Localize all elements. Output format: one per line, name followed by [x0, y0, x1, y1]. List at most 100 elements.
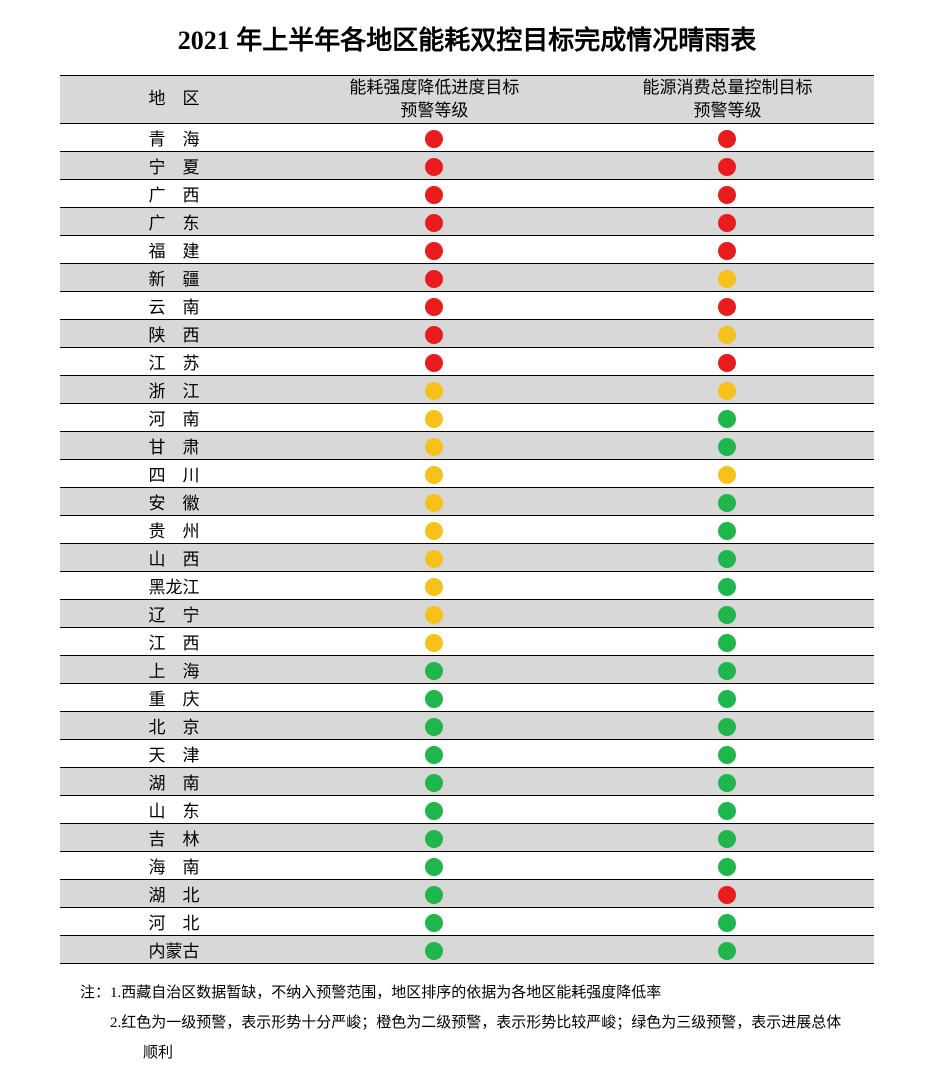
table-row: 河 南: [60, 404, 874, 432]
table-row: 甘 肃: [60, 432, 874, 460]
region-cell: 宁 夏: [60, 152, 288, 180]
intensity-cell: [288, 236, 581, 264]
table-row: 重 庆: [60, 684, 874, 712]
region-cell: 云 南: [60, 292, 288, 320]
status-dot-icon: [425, 774, 443, 792]
intensity-cell: [288, 180, 581, 208]
notes: 注：1.西藏自治区数据暂缺，不纳入预警范围，地区排序的依据为各地区能耗强度降低率…: [60, 978, 874, 1068]
status-dot-icon: [718, 802, 736, 820]
table-row: 河 北: [60, 908, 874, 936]
total-cell: [581, 628, 874, 656]
page-title: 2021 年上半年各地区能耗双控目标完成情况晴雨表: [60, 20, 874, 57]
table-row: 山 东: [60, 796, 874, 824]
status-dot-icon: [718, 550, 736, 568]
note-prefix: 注：: [80, 985, 110, 1001]
table-row: 贵 州: [60, 516, 874, 544]
status-dot-icon: [425, 242, 443, 260]
table-row: 新 疆: [60, 264, 874, 292]
status-dot-icon: [718, 270, 736, 288]
table-row: 安 徽: [60, 488, 874, 516]
region-cell: 广 东: [60, 208, 288, 236]
region-cell: 浙 江: [60, 376, 288, 404]
note-line-2: 2.红色为一级预警，表示形势十分严峻；橙色为二级预警，表示形势比较严峻；绿色为三…: [80, 1008, 854, 1068]
total-cell: [581, 292, 874, 320]
total-cell: [581, 824, 874, 852]
intensity-cell: [288, 292, 581, 320]
region-cell: 江 西: [60, 628, 288, 656]
total-cell: [581, 572, 874, 600]
region-cell: 福 建: [60, 236, 288, 264]
region-cell: 安 徽: [60, 488, 288, 516]
status-dot-icon: [425, 914, 443, 932]
region-cell: 黑龙江: [60, 572, 288, 600]
status-dot-icon: [718, 634, 736, 652]
total-cell: [581, 656, 874, 684]
table-row: 广 西: [60, 180, 874, 208]
intensity-cell: [288, 152, 581, 180]
total-cell: [581, 852, 874, 880]
table-row: 湖 北: [60, 880, 874, 908]
barometer-table: 地 区 能耗强度降低进度目标预警等级 能源消费总量控制目标预警等级 青 海宁 夏…: [60, 75, 874, 964]
status-dot-icon: [425, 718, 443, 736]
total-cell: [581, 880, 874, 908]
status-dot-icon: [718, 606, 736, 624]
intensity-cell: [288, 684, 581, 712]
status-dot-icon: [718, 466, 736, 484]
status-dot-icon: [425, 438, 443, 456]
region-cell: 吉 林: [60, 824, 288, 852]
status-dot-icon: [425, 494, 443, 512]
status-dot-icon: [425, 550, 443, 568]
total-cell: [581, 152, 874, 180]
intensity-cell: [288, 852, 581, 880]
table-row: 四 川: [60, 460, 874, 488]
header-intensity: 能耗强度降低进度目标预警等级: [288, 76, 581, 124]
region-cell: 河 南: [60, 404, 288, 432]
status-dot-icon: [425, 354, 443, 372]
region-cell: 湖 南: [60, 768, 288, 796]
intensity-cell: [288, 124, 581, 152]
status-dot-icon: [718, 494, 736, 512]
status-dot-icon: [718, 578, 736, 596]
status-dot-icon: [425, 802, 443, 820]
status-dot-icon: [425, 214, 443, 232]
region-cell: 甘 肃: [60, 432, 288, 460]
table-row: 广 东: [60, 208, 874, 236]
intensity-cell: [288, 712, 581, 740]
region-cell: 江 苏: [60, 348, 288, 376]
status-dot-icon: [718, 354, 736, 372]
status-dot-icon: [718, 186, 736, 204]
region-cell: 青 海: [60, 124, 288, 152]
note-1-text: 1.西藏自治区数据暂缺，不纳入预警范围，地区排序的依据为各地区能耗强度降低率: [110, 985, 661, 1001]
total-cell: [581, 600, 874, 628]
status-dot-icon: [718, 858, 736, 876]
status-dot-icon: [425, 606, 443, 624]
status-dot-icon: [425, 858, 443, 876]
status-dot-icon: [718, 214, 736, 232]
status-dot-icon: [718, 718, 736, 736]
intensity-cell: [288, 348, 581, 376]
status-dot-icon: [425, 158, 443, 176]
region-cell: 内蒙古: [60, 936, 288, 964]
total-cell: [581, 376, 874, 404]
intensity-cell: [288, 656, 581, 684]
table-row: 云 南: [60, 292, 874, 320]
intensity-cell: [288, 460, 581, 488]
region-cell: 四 川: [60, 460, 288, 488]
table-row: 宁 夏: [60, 152, 874, 180]
note-line-1: 注：1.西藏自治区数据暂缺，不纳入预警范围，地区排序的依据为各地区能耗强度降低率: [80, 978, 854, 1008]
status-dot-icon: [718, 746, 736, 764]
total-cell: [581, 544, 874, 572]
status-dot-icon: [718, 522, 736, 540]
table-row: 浙 江: [60, 376, 874, 404]
status-dot-icon: [425, 830, 443, 848]
status-dot-icon: [425, 886, 443, 904]
table-row: 青 海: [60, 124, 874, 152]
total-cell: [581, 404, 874, 432]
region-cell: 天 津: [60, 740, 288, 768]
intensity-cell: [288, 600, 581, 628]
status-dot-icon: [718, 326, 736, 344]
status-dot-icon: [718, 410, 736, 428]
status-dot-icon: [718, 690, 736, 708]
status-dot-icon: [425, 298, 443, 316]
total-cell: [581, 488, 874, 516]
